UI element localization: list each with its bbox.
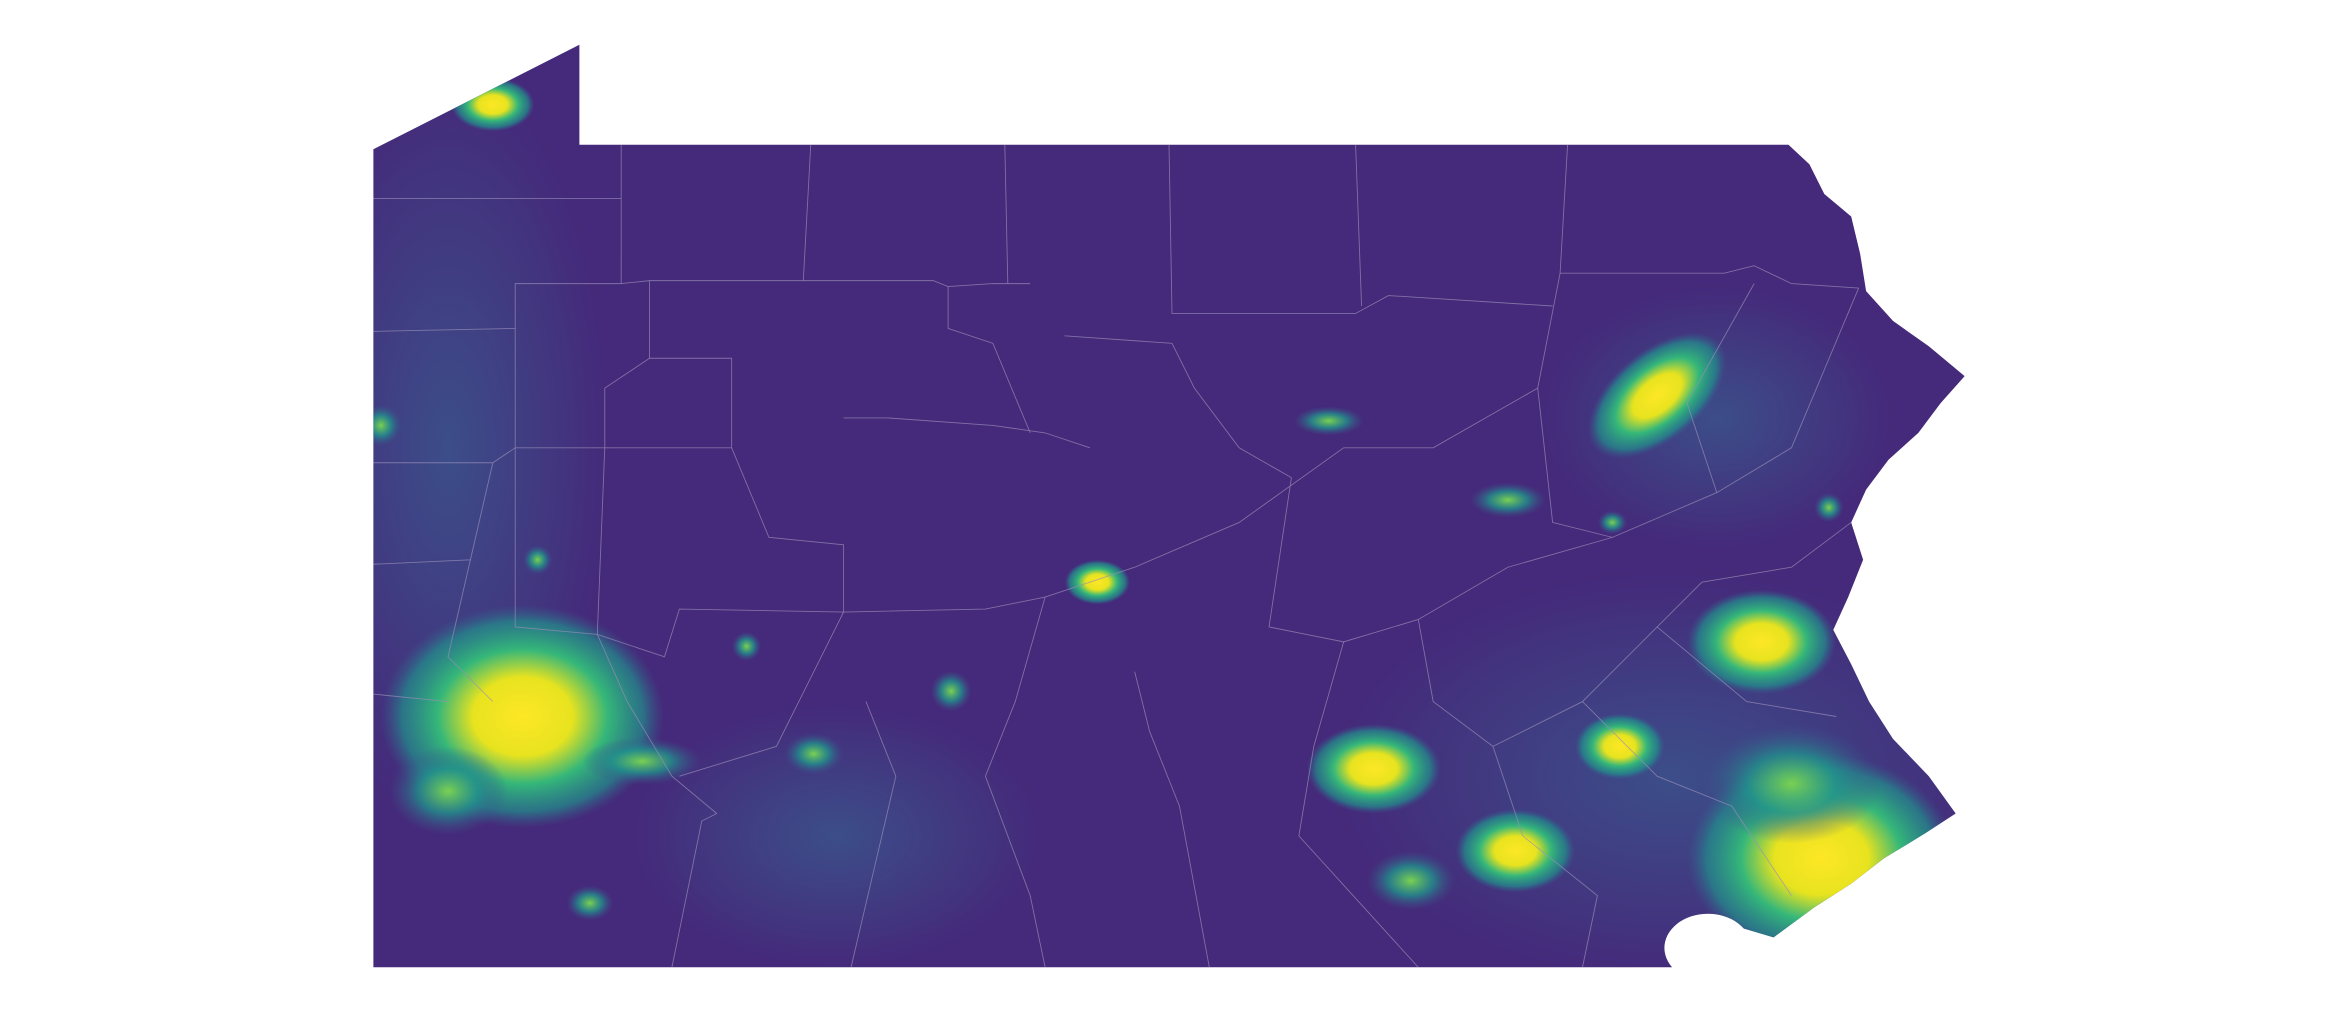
- urban-area: [731, 631, 762, 662]
- urban-area: [783, 732, 844, 775]
- county-line: [671, 596, 1210, 968]
- county-line: [1298, 581, 1792, 968]
- urban-area: [1064, 559, 1131, 605]
- region-shade: [627, 701, 1046, 968]
- urban-area: [1306, 723, 1441, 814]
- urban-area: [451, 77, 535, 132]
- county-line: [373, 559, 844, 814]
- county-lines: [373, 144, 1860, 968]
- region-shade: [1537, 283, 1896, 553]
- urban-area: [1597, 510, 1628, 535]
- urban-area: [1455, 809, 1576, 893]
- county-line: [373, 280, 804, 565]
- urban-area: [373, 404, 402, 447]
- county-line: [802, 144, 1859, 314]
- urban-area: [1575, 713, 1665, 780]
- urban-area: [1686, 589, 1837, 695]
- urban-area: [1587, 332, 1727, 459]
- county-line: [373, 144, 622, 332]
- urban-area: [930, 670, 972, 713]
- urban-area: [522, 544, 553, 575]
- urban-area: [565, 885, 614, 922]
- urban-area: [1813, 492, 1844, 523]
- urban-area: [582, 737, 702, 786]
- urban-area: [1469, 482, 1547, 518]
- urban-area: [1292, 406, 1365, 436]
- density-layer: [373, 59, 1965, 968]
- urban-area: [1366, 850, 1456, 911]
- county-line: [843, 286, 1292, 613]
- county-line: [1537, 283, 1852, 717]
- urban-area: [388, 746, 508, 836]
- urban-area: [1701, 723, 1882, 844]
